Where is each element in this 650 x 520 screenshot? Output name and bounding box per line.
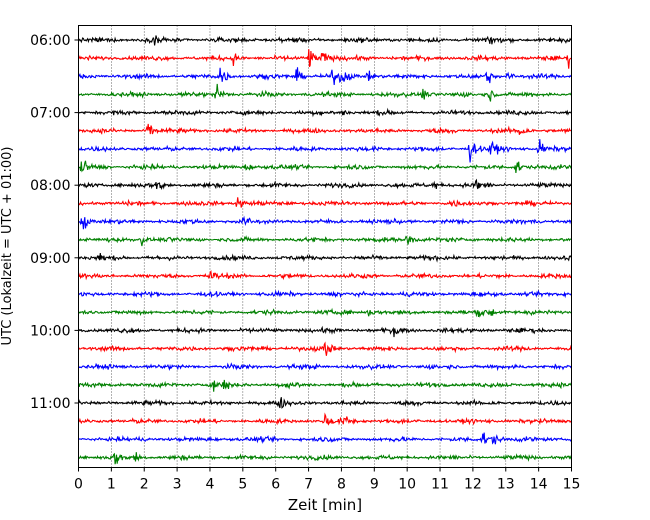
x-tick-label: 9 (370, 477, 379, 493)
x-tick-label: 5 (238, 477, 247, 493)
x-axis-label: Zeit [min] (288, 496, 362, 514)
x-tick-label: 11 (431, 477, 449, 493)
trace-1030 (78, 362, 572, 372)
x-tick-label: 13 (497, 477, 515, 493)
trace-0830 (78, 215, 572, 230)
trace-0645 (78, 83, 572, 102)
x-tick-label: 4 (206, 477, 215, 493)
trace-1000 (78, 325, 572, 338)
plot-frame (78, 25, 572, 468)
y-axis-label: UTC (Lokalzeit = UTC + 01:00) (0, 147, 15, 346)
x-tick-label: 0 (74, 477, 83, 493)
x-axis-ticks: 0 1 2 3 4 5 6 7 8 9 10 11 12 13 14 15 (74, 467, 581, 493)
trace-1115 (78, 412, 572, 426)
trace-0900 (78, 253, 572, 263)
x-tick-label: 7 (304, 477, 313, 493)
trace-0745 (78, 160, 572, 173)
x-tick-label: 2 (140, 477, 149, 493)
trace-0945 (78, 307, 572, 318)
y-tick-label: 08:00 (30, 178, 70, 194)
y-tick-label: 07:00 (30, 106, 70, 122)
trace-0930 (78, 289, 572, 299)
y-tick-label: 11:00 (30, 396, 70, 412)
trace-0615 (78, 49, 572, 69)
x-tick-label: 6 (271, 477, 280, 493)
x-tick-label: 10 (398, 477, 416, 493)
trace-1015 (78, 341, 573, 356)
y-tick-label: 09:00 (30, 251, 70, 267)
trace-1130 (78, 432, 573, 445)
x-tick-label: 12 (464, 477, 482, 493)
y-tick-label: 06:00 (30, 33, 70, 49)
x-tick-label: 1 (107, 477, 116, 493)
y-tick-label: 10:00 (30, 323, 70, 339)
x-tick-label: 15 (563, 477, 581, 493)
trace-0730 (78, 139, 572, 163)
x-tick-label: 8 (337, 477, 346, 493)
trace-0600 (78, 35, 572, 46)
traces (77, 35, 573, 465)
trace-0845 (78, 235, 572, 247)
trace-0700 (78, 107, 573, 118)
x-tick-label: 3 (173, 477, 182, 493)
trace-1100 (77, 397, 572, 409)
trace-0715 (78, 123, 572, 135)
trace-0800 (78, 178, 572, 191)
y-axis-ticks: 06:00 07:00 08:00 09:00 10:00 11:00 (30, 33, 79, 412)
trace-1145 (78, 452, 572, 465)
trace-1045 (77, 379, 572, 392)
trace-0815 (78, 197, 572, 208)
x-tick-label: 14 (530, 477, 548, 493)
trace-0915 (78, 269, 573, 281)
trace-0630 (77, 67, 572, 85)
